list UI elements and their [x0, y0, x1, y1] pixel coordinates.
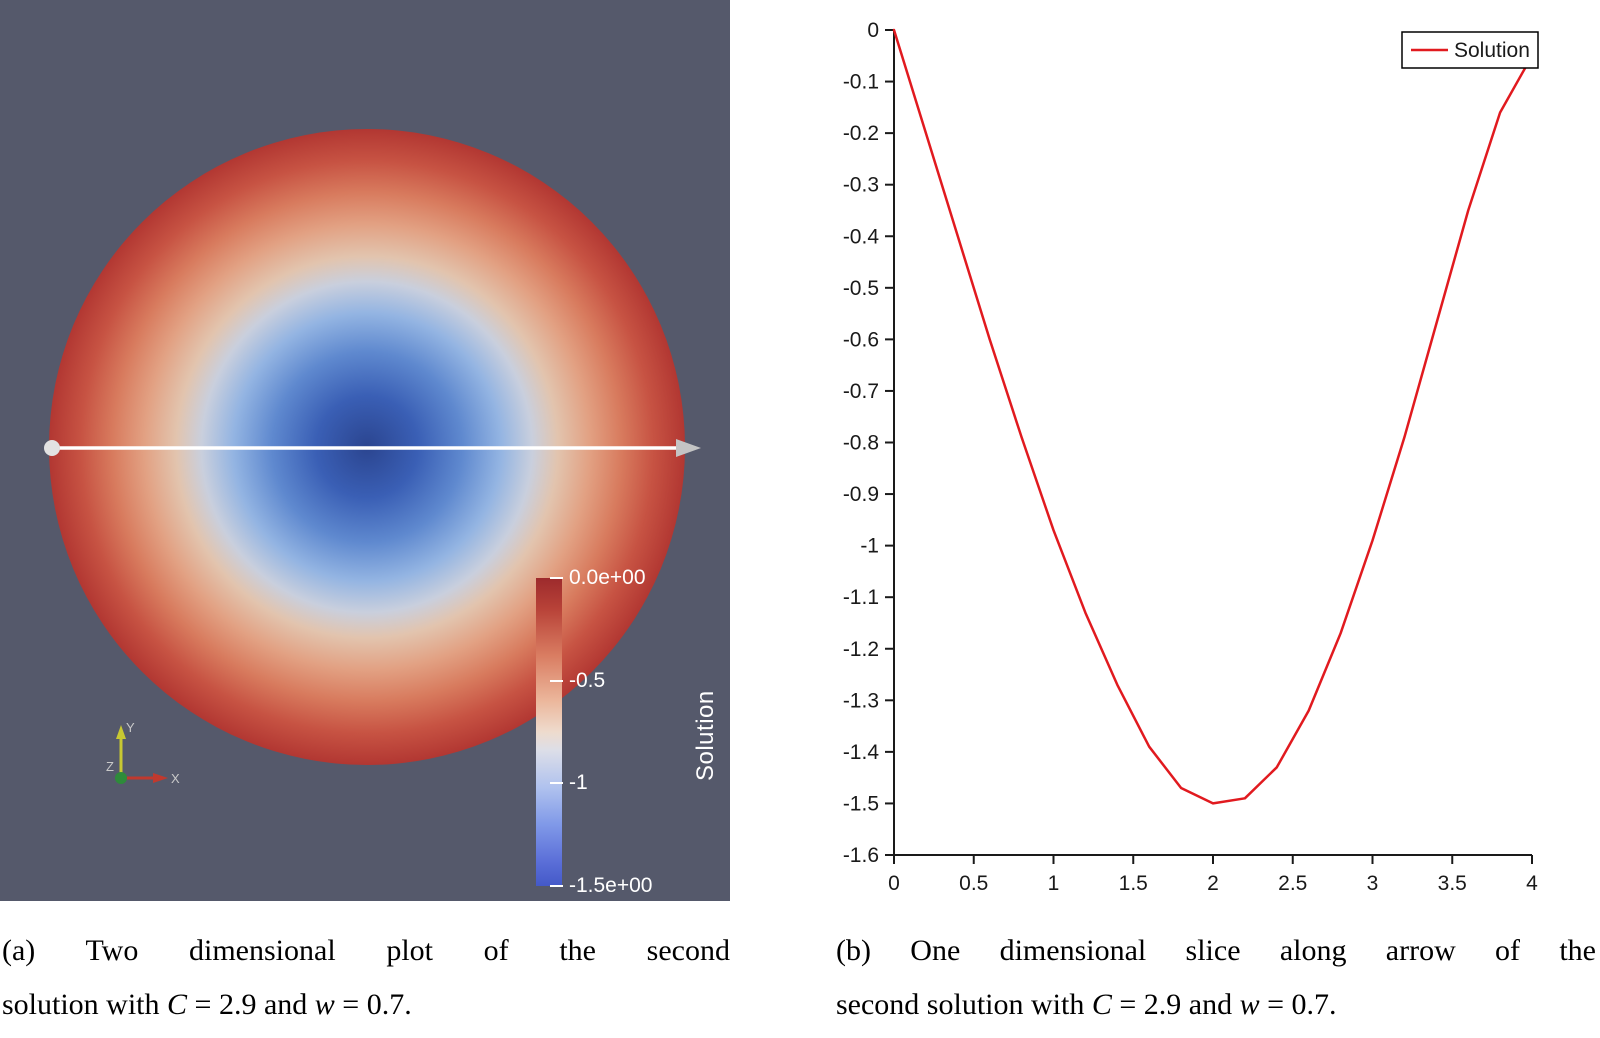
z-axis-label: Z [106, 759, 114, 774]
y-tick-label: -1.4 [843, 741, 880, 764]
colorbar-tick-icon [550, 577, 563, 579]
caption-text: = 2.9 and [1111, 988, 1240, 1021]
x-tick-label: 0.5 [959, 872, 988, 895]
colorbar-tick-icon [550, 885, 563, 887]
math-var: w [1239, 988, 1260, 1021]
colorbar-tick-label: -1 [550, 771, 588, 795]
caption-a-line1: (a) Two dimensional plot of the second [2, 924, 730, 978]
x-tick-label: 4 [1526, 872, 1538, 895]
math-var: C [167, 988, 188, 1021]
x-tick-label: 3 [1367, 872, 1379, 895]
y-axis-label: Y [126, 720, 135, 735]
caption-text: One dimensional slice along arrow of the [910, 934, 1596, 967]
colorbar-tick-label: -0.5 [550, 669, 605, 693]
y-tick-label: -0.9 [843, 483, 879, 506]
caption-b: (b) One dimensional slice along arrow of… [836, 924, 1596, 1032]
legend-label: Solution [1454, 39, 1530, 62]
math-var: C [1091, 988, 1112, 1021]
caption-tag: (b) [836, 934, 871, 967]
colorbar-tick-icon [550, 782, 563, 784]
colorbar-tick-text: -1.5e+00 [569, 874, 653, 897]
x-tick-label: 0 [888, 872, 900, 895]
y-tick-label: -0.2 [843, 122, 879, 145]
x-tick-label: 3.5 [1438, 872, 1467, 895]
caption-text: = 2.9 and [187, 988, 315, 1021]
y-tick-label: -1.6 [843, 844, 879, 867]
y-tick-label: -1.5 [843, 792, 879, 815]
y-tick-label: -1.3 [843, 689, 879, 712]
y-tick-label: -0.1 [843, 71, 879, 94]
y-axis-arrowhead-icon [116, 725, 126, 739]
slice-start-sphere [44, 440, 60, 456]
series-line [892, 28, 1534, 805]
colorbar-tick-icon [550, 680, 563, 682]
colorbar-tick-text: -1 [569, 771, 588, 794]
paraview-2d-view: 0.0e+00 -0.5 -1 -1.5e+00 Solution Y Z X [0, 0, 730, 901]
x-tick-label: 2.5 [1278, 872, 1307, 895]
caption-tag: (a) [2, 934, 36, 967]
caption-a: (a) Two dimensional plot of the second s… [2, 924, 730, 1032]
colorbar-tick-text: 0.0e+00 [569, 566, 646, 589]
line-chart-panel: 0 -0.1 -0.2 -0.3 -0.4 -0.5 -0.6 -0.7 -0.8 -0.9 -1 -… [790, 0, 1600, 901]
y-tick-label: -1.2 [843, 638, 879, 661]
y-tick-label: -0.5 [843, 277, 879, 300]
colorbar-tick-label: 0.0e+00 [550, 566, 646, 590]
x-axis-arrowhead-icon [153, 773, 168, 783]
colorbar [536, 578, 562, 886]
colorbar-tick-label: -1.5e+00 [550, 874, 653, 898]
caption-text: = 0.7. [334, 988, 412, 1021]
slice-line-arrow [44, 439, 701, 457]
caption-text: solution with [2, 988, 168, 1021]
y-tick-label: -0.6 [843, 328, 879, 351]
caption-a-line2: solution with C = 2.9 and w = 0.7. [2, 978, 730, 1032]
math-var: w [314, 988, 335, 1021]
caption-text: Two dimensional plot of the second [85, 934, 730, 967]
caption-text: second solution with [836, 988, 1092, 1021]
y-tick-label: -0.3 [843, 174, 879, 197]
y-tick-label: -0.4 [843, 225, 880, 248]
orientation-axes-widget: Y Z X [106, 720, 180, 786]
y-tick-label: -1.1 [843, 586, 879, 609]
line-chart: 0 -0.1 -0.2 -0.3 -0.4 -0.5 -0.6 -0.7 -0.8 -0.9 -1 -… [843, 19, 1539, 895]
x-axis-label: X [171, 771, 180, 786]
caption-b-line2: second solution with C = 2.9 and w = 0.7… [836, 978, 1596, 1032]
colorbar-tick-text: -0.5 [569, 669, 606, 692]
y-tick-label: -1 [860, 535, 879, 558]
x-tick-label: 2 [1207, 872, 1219, 895]
caption-b-line1: (b) One dimensional slice along arrow of… [836, 924, 1596, 978]
x-tick-label: 1.5 [1119, 872, 1148, 895]
colorbar-title: Solution [692, 690, 719, 781]
y-tick-label: 0 [867, 19, 879, 42]
z-axis-sphere-icon [115, 772, 127, 784]
x-tick-label: 1 [1048, 872, 1060, 895]
y-tick-label: -0.7 [843, 380, 879, 403]
y-tick-label: -0.8 [843, 432, 879, 455]
slice-arrowhead-icon [676, 439, 701, 457]
caption-text: = 0.7. [1259, 988, 1337, 1021]
